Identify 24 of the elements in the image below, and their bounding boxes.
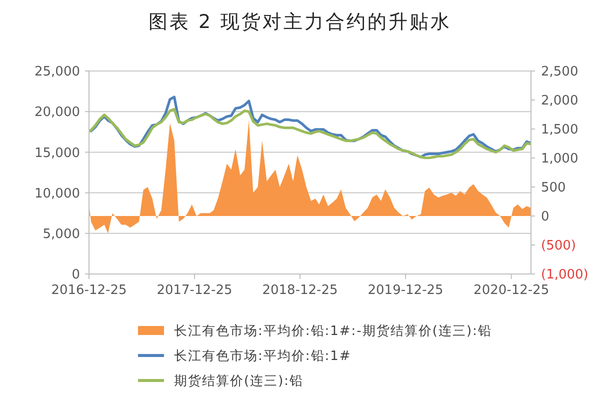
chart-title: 图表 2 现货对主力合约的升贴水 bbox=[147, 10, 453, 35]
y2-tick-label: 500 bbox=[541, 180, 566, 196]
y2-tick-label: (500) bbox=[541, 238, 576, 254]
x-tick-label: 2017-12-25 bbox=[156, 283, 232, 298]
legend-label: 期货结算价(连三):铅 bbox=[174, 372, 304, 390]
x-tick-label: 2016-12-25 bbox=[51, 283, 127, 298]
y-tick-label: 20,000 bbox=[34, 105, 80, 120]
y2-tick-label: 2,000 bbox=[541, 94, 578, 109]
y-tick-label: 0 bbox=[72, 268, 80, 283]
y2-tick-label: (1,000) bbox=[541, 268, 588, 283]
y-tick-label: 10,000 bbox=[34, 186, 80, 202]
y2-tick-label: 2,500 bbox=[541, 64, 578, 80]
line-series bbox=[89, 108, 531, 160]
y-tick-label: 15,000 bbox=[34, 146, 80, 161]
x-tick-label: 2019-12-25 bbox=[368, 283, 444, 298]
y2-tick-label: 0 bbox=[541, 210, 550, 225]
y2-tick-label: 1,000 bbox=[541, 152, 578, 167]
y2-tick-label: 1,500 bbox=[541, 122, 578, 138]
y-tick-label: 5,000 bbox=[42, 226, 80, 242]
legend-label: 长江有色市场:平均价:铅:1#:-期货结算价(连三):铅 bbox=[174, 322, 492, 340]
y-tick-label: 25,000 bbox=[34, 64, 80, 80]
x-tick-label: 2018-12-25 bbox=[262, 283, 338, 298]
x-tick-label: 2020-12-25 bbox=[474, 283, 550, 298]
legend-label: 长江有色市场:平均价:铅:1# bbox=[174, 348, 352, 364]
